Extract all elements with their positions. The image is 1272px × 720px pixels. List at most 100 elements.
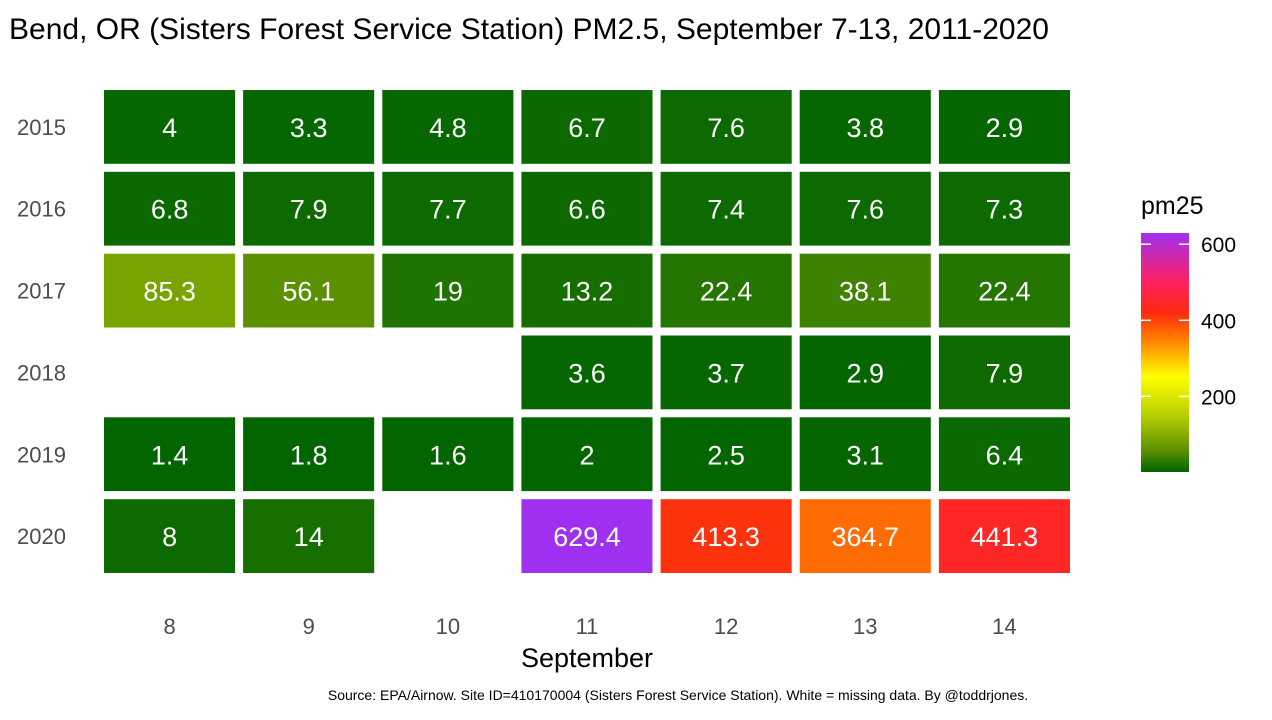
cell-value-label-2018-12: 3.7 bbox=[707, 358, 745, 388]
cell-value-label-2020-9: 14 bbox=[294, 522, 324, 552]
heatmap-cell-2019-12 bbox=[660, 417, 792, 492]
cell-value-label-2018-11: 3.6 bbox=[568, 358, 606, 388]
heatmap-cell-2017-14 bbox=[938, 253, 1070, 328]
cell-value-label-2015-10: 4.8 bbox=[429, 113, 467, 143]
heatmap-cell-2020-8 bbox=[104, 499, 236, 573]
y-tick-label-2017: 2017 bbox=[17, 279, 66, 304]
heatmap-cell-2018-11 bbox=[521, 335, 653, 410]
x-tick-label-12: 12 bbox=[714, 614, 738, 639]
heatmap-cells: 4 3.3 4.8 6.7 7.6 3.8 2.9 6.8 7.9 7.7 6.6 7.4 7.6 7.3… bbox=[104, 90, 1070, 573]
cell-value-label-2020-12: 413.3 bbox=[692, 522, 760, 552]
heatmap-cell-2015-12 bbox=[660, 90, 792, 164]
heatmap-cell-2019-8 bbox=[104, 417, 236, 492]
heatmap-cell-2015-11 bbox=[521, 90, 653, 164]
cell-value-label-2015-9: 3.3 bbox=[290, 113, 328, 143]
heatmap-cell-2016-9 bbox=[243, 171, 375, 246]
cell-value-label-2017-10: 19 bbox=[433, 277, 463, 307]
heatmap-cell-2015-13 bbox=[799, 90, 931, 164]
x-tick-label-14: 14 bbox=[992, 614, 1016, 639]
x-axis-label: September bbox=[521, 643, 653, 673]
cell-value-label-2015-8: 4 bbox=[162, 113, 177, 143]
cell-value-label-2019-14: 6.4 bbox=[986, 440, 1024, 470]
cell-value-label-2016-10: 7.7 bbox=[429, 195, 467, 225]
heatmap-cell-2016-14 bbox=[938, 171, 1070, 246]
cell-value-label-2015-14: 2.9 bbox=[986, 113, 1024, 143]
cell-value-label-2019-10: 1.6 bbox=[429, 440, 467, 470]
heatmap-cell-2017-12 bbox=[660, 253, 792, 328]
x-tick-label-9: 9 bbox=[303, 614, 315, 639]
cell-value-label-2016-14: 7.3 bbox=[986, 195, 1024, 225]
heatmap-cell-2016-11 bbox=[521, 171, 653, 246]
cell-value-label-2017-12: 22.4 bbox=[700, 277, 753, 307]
y-tick-label-2018: 2018 bbox=[17, 360, 66, 385]
x-axis-tick-labels: 8 9 10 11 12 13 14 bbox=[163, 614, 1016, 639]
legend-tick-label-200: 200 bbox=[1201, 386, 1236, 409]
cell-value-label-2018-13: 2.9 bbox=[847, 358, 885, 388]
cell-value-label-2019-8: 1.4 bbox=[151, 440, 189, 470]
heatmap-cell-2020-14 bbox=[938, 499, 1070, 573]
cell-value-label-2020-14: 441.3 bbox=[971, 522, 1039, 552]
heatmap-cell-2015-10 bbox=[382, 90, 514, 164]
heatmap-cell-2017-11 bbox=[521, 253, 653, 328]
legend-tick-label-400: 400 bbox=[1201, 310, 1236, 333]
x-tick-label-8: 8 bbox=[163, 614, 175, 639]
cell-value-label-2019-13: 3.1 bbox=[847, 440, 885, 470]
x-tick-label-11: 11 bbox=[576, 614, 599, 639]
y-tick-label-2016: 2016 bbox=[17, 197, 66, 222]
cell-value-label-2018-14: 7.9 bbox=[986, 358, 1024, 388]
cell-value-label-2015-13: 3.8 bbox=[847, 113, 885, 143]
heatmap-cell-2019-9 bbox=[243, 417, 375, 492]
legend-color-bar bbox=[1141, 233, 1189, 472]
y-tick-label-2019: 2019 bbox=[17, 442, 66, 467]
legend-ticks: 200 400 600 bbox=[1141, 234, 1236, 409]
cell-value-label-2020-8: 8 bbox=[162, 522, 177, 552]
cell-value-label-2016-13: 7.6 bbox=[847, 195, 885, 225]
legend-title: pm25 bbox=[1141, 192, 1204, 220]
cell-value-label-2020-11: 629.4 bbox=[553, 522, 621, 552]
cell-value-label-2016-12: 7.4 bbox=[707, 195, 745, 225]
heatmap-cell-2015-9 bbox=[243, 90, 375, 164]
heatmap-cell-2016-12 bbox=[660, 171, 792, 246]
cell-value-label-2015-12: 7.6 bbox=[707, 113, 745, 143]
cell-value-label-2016-9: 7.9 bbox=[290, 195, 328, 225]
chart-title: Bend, OR (Sisters Forest Service Station… bbox=[9, 13, 1049, 46]
cell-value-label-2016-8: 6.8 bbox=[151, 195, 189, 225]
legend-tick-label-600: 600 bbox=[1201, 234, 1236, 257]
cell-value-label-2017-8: 85.3 bbox=[143, 277, 196, 307]
heatmap-cell-2019-10 bbox=[382, 417, 514, 492]
heatmap-cell-2016-10 bbox=[382, 171, 514, 246]
heatmap-cell-2018-13 bbox=[799, 335, 931, 410]
cell-value-label-2019-11: 2 bbox=[579, 440, 594, 470]
cell-value-label-2017-13: 38.1 bbox=[839, 277, 892, 307]
heatmap-cell-2019-14 bbox=[938, 417, 1070, 492]
cell-value-label-2017-14: 22.4 bbox=[978, 277, 1031, 307]
y-axis-tick-labels: 2015 2016 2017 2018 2019 2020 bbox=[17, 115, 66, 549]
heatmap-cell-2019-11 bbox=[521, 417, 653, 492]
y-tick-label-2020: 2020 bbox=[17, 524, 66, 549]
heatmap-cell-2017-9 bbox=[243, 253, 375, 328]
heatmap-cell-2018-14 bbox=[938, 335, 1070, 410]
cell-value-label-2017-11: 13.2 bbox=[561, 277, 614, 307]
heatmap-cell-2020-11 bbox=[521, 499, 653, 573]
heatmap-cell-2020-9 bbox=[243, 499, 375, 573]
heatmap-cell-2015-8 bbox=[104, 90, 236, 164]
heatmap-cell-2019-13 bbox=[799, 417, 931, 492]
heatmap-cell-2018-12 bbox=[660, 335, 792, 410]
cell-value-label-2017-9: 56.1 bbox=[282, 277, 335, 307]
legend: pm25 200 400 600 bbox=[1141, 192, 1236, 472]
heatmap-cell-2020-13 bbox=[799, 499, 931, 573]
heatmap-cell-2015-14 bbox=[938, 90, 1070, 164]
cell-value-label-2015-11: 6.7 bbox=[568, 113, 606, 143]
x-tick-label-13: 13 bbox=[853, 614, 877, 639]
heatmap-cell-2016-8 bbox=[104, 171, 236, 246]
x-tick-label-10: 10 bbox=[436, 614, 460, 639]
y-tick-label-2015: 2015 bbox=[17, 115, 66, 140]
heatmap-cell-2017-13 bbox=[799, 253, 931, 328]
cell-value-label-2016-11: 6.6 bbox=[568, 195, 606, 225]
cell-value-label-2019-12: 2.5 bbox=[707, 440, 745, 470]
caption: Source: EPA/Airnow. Site ID=410170004 (S… bbox=[328, 687, 1028, 703]
heatmap-cell-2017-10 bbox=[382, 253, 514, 328]
heatmap-cell-2016-13 bbox=[799, 171, 931, 246]
